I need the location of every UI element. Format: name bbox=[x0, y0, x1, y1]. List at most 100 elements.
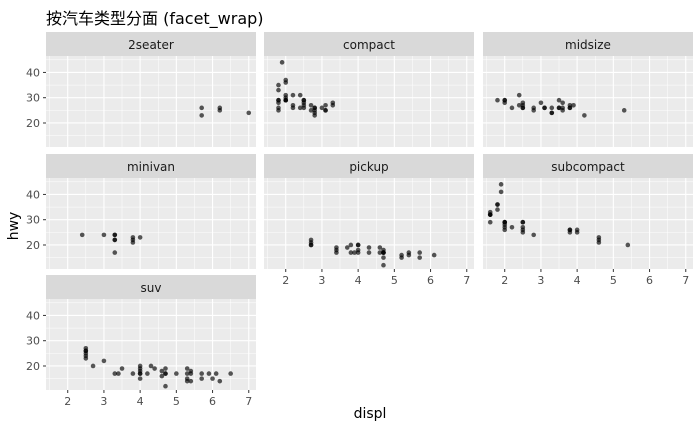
x-tick-label: 5 bbox=[610, 274, 617, 287]
facet-strip-label: compact bbox=[343, 38, 395, 52]
data-point bbox=[549, 110, 555, 116]
y-tick-label: 20 bbox=[26, 360, 40, 373]
facet-strip bbox=[46, 32, 256, 56]
data-point bbox=[246, 110, 252, 116]
data-point bbox=[498, 182, 504, 187]
data-point bbox=[137, 376, 143, 381]
data-point bbox=[487, 212, 493, 217]
x-tick-label: 7 bbox=[245, 395, 252, 408]
facet-strip-label: suv bbox=[141, 281, 162, 295]
data-point bbox=[355, 250, 361, 255]
facet-panel bbox=[483, 56, 693, 147]
data-point bbox=[83, 356, 89, 361]
data-point bbox=[509, 105, 515, 111]
data-point bbox=[152, 366, 157, 371]
x-tick-label: 4 bbox=[574, 274, 581, 287]
x-tick-label: 2 bbox=[282, 274, 289, 287]
data-point bbox=[334, 247, 339, 253]
data-point bbox=[163, 383, 168, 389]
data-point bbox=[184, 371, 190, 376]
data-point bbox=[206, 371, 212, 376]
data-point bbox=[571, 102, 576, 108]
data-point bbox=[495, 97, 500, 103]
data-point bbox=[487, 219, 493, 225]
x-tick-label: 4 bbox=[137, 395, 144, 408]
chart-title: 按汽车类型分面 (facet_wrap) bbox=[46, 9, 264, 28]
data-point bbox=[119, 366, 125, 371]
data-point bbox=[276, 100, 281, 106]
data-point bbox=[217, 108, 223, 113]
data-point bbox=[556, 105, 562, 111]
x-tick-label: 4 bbox=[355, 274, 362, 287]
data-point bbox=[199, 376, 204, 381]
data-point bbox=[90, 363, 96, 369]
data-point bbox=[516, 92, 522, 98]
data-point bbox=[352, 250, 357, 255]
data-point bbox=[279, 60, 285, 65]
x-tick-label: 7 bbox=[463, 274, 470, 287]
data-point bbox=[542, 105, 547, 111]
data-point bbox=[148, 363, 154, 369]
data-point bbox=[381, 262, 386, 268]
x-tick-label: 2 bbox=[501, 274, 508, 287]
data-point bbox=[498, 189, 504, 195]
data-point bbox=[417, 255, 422, 260]
data-point bbox=[130, 240, 136, 245]
data-point bbox=[377, 250, 383, 255]
data-point bbox=[174, 371, 179, 376]
data-point bbox=[301, 102, 307, 108]
data-point bbox=[348, 250, 354, 255]
data-point bbox=[112, 232, 118, 238]
data-point bbox=[145, 371, 150, 376]
data-point bbox=[516, 102, 522, 108]
data-point bbox=[625, 242, 631, 248]
y-tick-label: 20 bbox=[26, 239, 40, 252]
facet-strip bbox=[46, 154, 256, 178]
x-tick-label: 5 bbox=[391, 274, 398, 287]
facet-strip bbox=[46, 275, 256, 299]
data-point bbox=[560, 108, 565, 113]
facet-strip-label: pickup bbox=[349, 160, 388, 174]
data-point bbox=[213, 371, 219, 376]
data-point bbox=[366, 250, 372, 255]
facet-panel bbox=[483, 178, 693, 269]
data-point bbox=[509, 224, 515, 230]
facet-strip bbox=[483, 154, 693, 178]
data-point bbox=[283, 80, 289, 85]
data-point bbox=[101, 358, 107, 364]
data-point bbox=[308, 108, 314, 113]
data-point bbox=[531, 232, 536, 238]
y-tick-label: 30 bbox=[26, 335, 40, 348]
x-tick-label: 6 bbox=[427, 274, 434, 287]
data-point bbox=[130, 235, 136, 240]
data-point bbox=[495, 202, 500, 207]
data-point bbox=[520, 219, 526, 225]
data-point bbox=[323, 102, 328, 108]
facet-panel bbox=[46, 56, 256, 147]
data-point bbox=[520, 100, 526, 106]
data-point bbox=[137, 235, 143, 240]
data-point bbox=[290, 92, 296, 98]
data-point bbox=[355, 242, 361, 248]
data-point bbox=[199, 105, 204, 111]
data-point bbox=[276, 108, 281, 113]
data-point bbox=[406, 252, 412, 258]
data-point bbox=[381, 247, 386, 253]
data-point bbox=[502, 97, 508, 103]
data-point bbox=[276, 87, 281, 93]
data-point bbox=[560, 100, 565, 106]
data-point bbox=[308, 102, 314, 108]
data-point bbox=[283, 97, 289, 103]
data-point bbox=[297, 92, 303, 98]
data-point bbox=[344, 245, 350, 250]
facet-panel bbox=[46, 299, 256, 390]
data-point bbox=[130, 371, 136, 376]
x-tick-label: 6 bbox=[646, 274, 653, 287]
data-point bbox=[297, 105, 303, 111]
data-point bbox=[163, 366, 168, 371]
data-point bbox=[531, 108, 536, 113]
x-tick-label: 7 bbox=[682, 274, 689, 287]
data-point bbox=[323, 108, 328, 113]
y-tick-label: 40 bbox=[26, 309, 40, 322]
